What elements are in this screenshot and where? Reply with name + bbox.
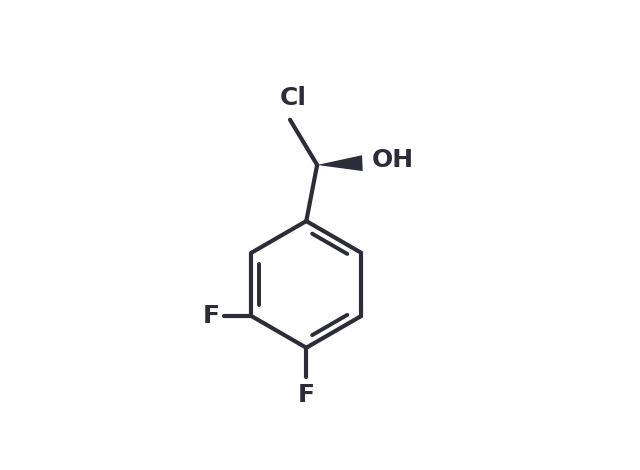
Text: F: F bbox=[298, 383, 315, 407]
Polygon shape bbox=[317, 155, 363, 171]
Text: F: F bbox=[203, 304, 220, 328]
Text: OH: OH bbox=[371, 148, 413, 172]
Text: Cl: Cl bbox=[280, 86, 307, 110]
